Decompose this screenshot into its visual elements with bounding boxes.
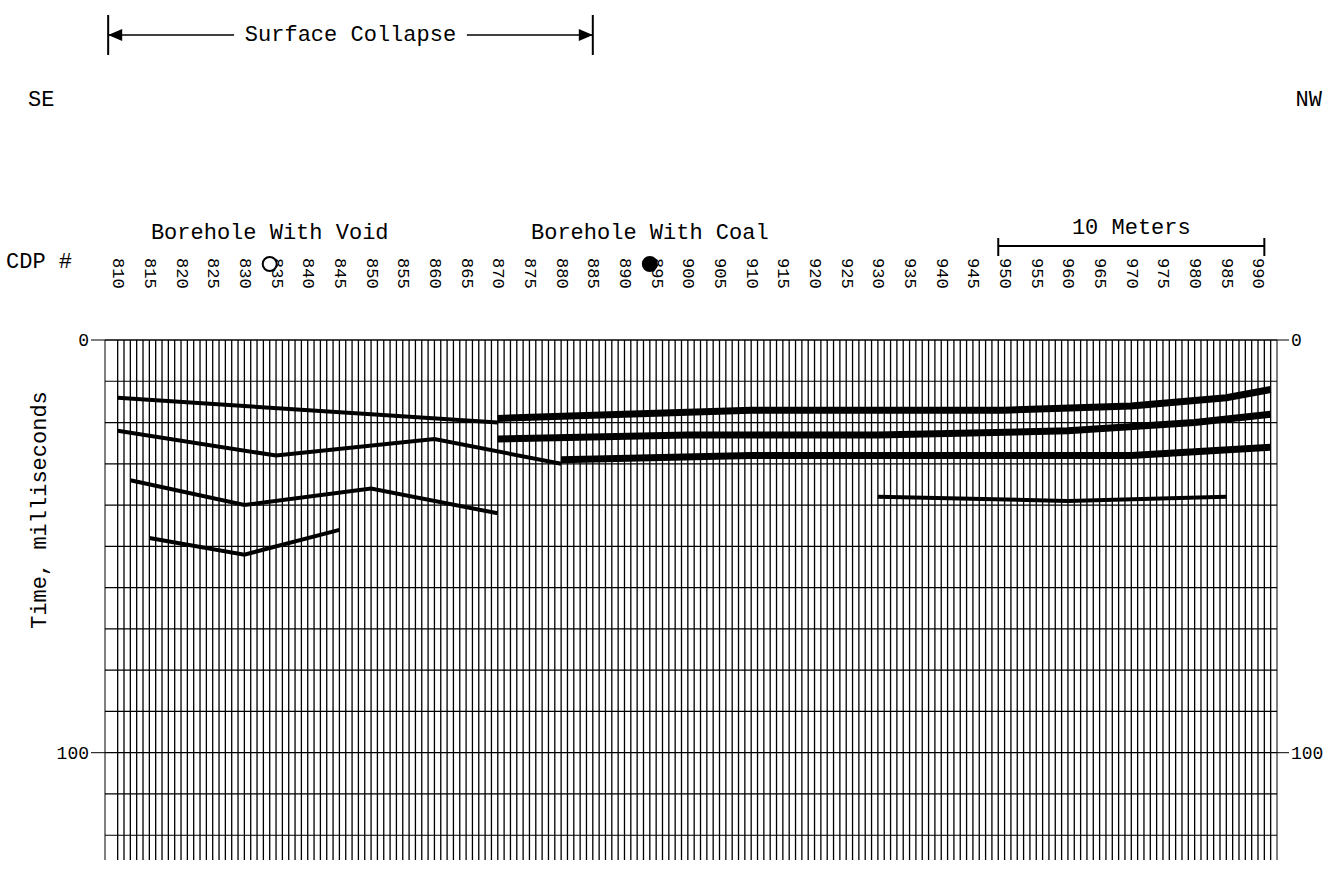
svg-text:975: 975 — [1153, 258, 1172, 289]
svg-text:860: 860 — [425, 258, 444, 289]
svg-text:890: 890 — [615, 258, 634, 289]
svg-text:915: 915 — [773, 258, 792, 289]
svg-text:835: 835 — [267, 258, 286, 289]
svg-text:NW: NW — [1296, 88, 1323, 113]
svg-text:940: 940 — [932, 258, 951, 289]
svg-text:Surface Collapse: Surface Collapse — [245, 23, 456, 48]
svg-text:935: 935 — [900, 258, 919, 289]
svg-text:810: 810 — [108, 258, 127, 289]
svg-text:825: 825 — [203, 258, 222, 289]
svg-text:905: 905 — [710, 258, 729, 289]
svg-text:0: 0 — [1291, 331, 1302, 351]
svg-text:845: 845 — [330, 258, 349, 289]
svg-text:920: 920 — [805, 258, 824, 289]
svg-text:930: 930 — [868, 258, 887, 289]
svg-text:895: 895 — [647, 258, 666, 289]
svg-text:Borehole With Void: Borehole With Void — [151, 221, 389, 246]
svg-text:980: 980 — [1185, 258, 1204, 289]
svg-text:Borehole With Coal: Borehole With Coal — [531, 221, 769, 246]
svg-text:960: 960 — [1058, 258, 1077, 289]
svg-text:0: 0 — [78, 331, 89, 351]
svg-text:985: 985 — [1217, 258, 1236, 289]
svg-text:945: 945 — [963, 258, 982, 289]
svg-text:855: 855 — [393, 258, 412, 289]
svg-text:830: 830 — [235, 258, 254, 289]
svg-text:840: 840 — [298, 258, 317, 289]
svg-text:970: 970 — [1122, 258, 1141, 289]
svg-text:955: 955 — [1027, 258, 1046, 289]
svg-text:880: 880 — [552, 258, 571, 289]
svg-text:815: 815 — [140, 258, 159, 289]
svg-text:820: 820 — [172, 258, 191, 289]
svg-text:Time, milliseconds: Time, milliseconds — [28, 391, 53, 629]
svg-text:885: 885 — [583, 258, 602, 289]
svg-text:965: 965 — [1090, 258, 1109, 289]
svg-text:10 Meters: 10 Meters — [1072, 216, 1191, 241]
svg-text:SE: SE — [28, 88, 54, 113]
svg-text:870: 870 — [488, 258, 507, 289]
svg-text:100: 100 — [1291, 744, 1323, 764]
svg-text:990: 990 — [1248, 258, 1267, 289]
svg-text:925: 925 — [837, 258, 856, 289]
svg-text:950: 950 — [995, 258, 1014, 289]
svg-text:CDP #: CDP # — [6, 250, 72, 275]
svg-text:850: 850 — [362, 258, 381, 289]
svg-text:875: 875 — [520, 258, 539, 289]
svg-text:865: 865 — [457, 258, 476, 289]
svg-text:910: 910 — [742, 258, 761, 289]
svg-text:100: 100 — [57, 744, 89, 764]
svg-text:900: 900 — [678, 258, 697, 289]
